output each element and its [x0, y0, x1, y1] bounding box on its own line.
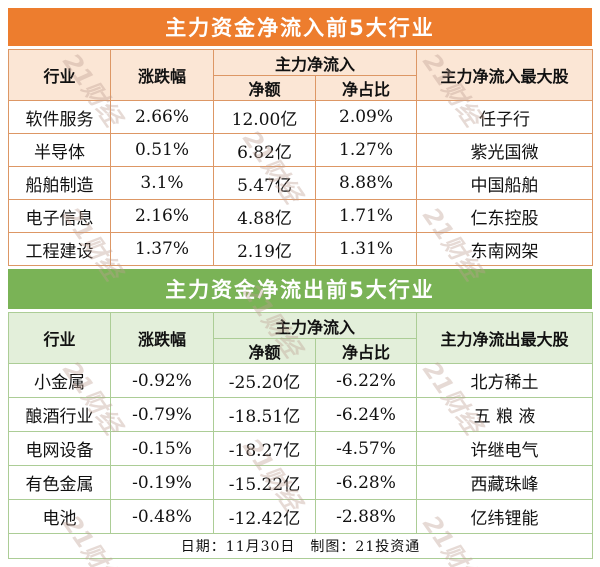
net-amount-cell: 6.82亿 — [213, 133, 316, 167]
net-inflow-group-header: 主力净流入 — [212, 312, 418, 339]
table-row: 酿酒行业 -0.79% -18.51亿 -6.24% 五 粮 液 — [8, 397, 594, 432]
change-cell: -0.79% — [110, 397, 214, 432]
net-inflow-group-header: 主力净流入 — [212, 49, 418, 76]
change-column-header: 涨跌幅 — [110, 49, 214, 101]
net-ratio-column-header: 净占比 — [314, 338, 418, 364]
top-stock-cell: 东南网架 — [416, 232, 594, 266]
net-ratio-cell: -4.57% — [314, 431, 418, 466]
top-stock-cell: 西藏珠峰 — [416, 465, 594, 500]
net-amount-cell: 5.47亿 — [213, 166, 316, 200]
change-cell: -0.48% — [110, 499, 214, 534]
net-ratio-cell: 1.71% — [314, 199, 418, 233]
net-amount-cell: -18.51亿 — [213, 397, 316, 432]
industry-cell: 工程建设 — [8, 232, 111, 266]
net-amount-cell: 4.88亿 — [213, 199, 316, 233]
change-cell: 1.37% — [110, 232, 214, 266]
industry-column-header: 行业 — [8, 312, 111, 364]
net-ratio-cell: 2.09% — [314, 100, 418, 134]
top-stock-column-header: 主力净流入最大股 — [416, 49, 594, 101]
table-row: 工程建设 1.37% 2.19亿 1.31% 东南网架 — [8, 232, 594, 266]
net-amount-cell: 12.00亿 — [213, 100, 316, 134]
industry-column-header: 行业 — [8, 49, 111, 101]
inflow-table: 行业 涨跌幅 主力净流入 主力净流入最大股 净额 净占比 软件服务 2.66% … — [8, 49, 594, 266]
net-ratio-column-header: 净占比 — [314, 75, 418, 101]
top-stock-cell: 紫光国微 — [416, 133, 594, 167]
inflow-title-banner: 主力资金净流入前5大行业 — [8, 8, 592, 46]
net-amount-cell: 2.19亿 — [213, 232, 316, 266]
industry-cell: 有色金属 — [8, 465, 111, 500]
net-ratio-cell: 8.88% — [314, 166, 418, 200]
outflow-title: 主力资金净流出前5大行业 — [165, 278, 435, 302]
table-row: 电子信息 2.16% 4.88亿 1.71% 仁东控股 — [8, 199, 594, 233]
table-row: 软件服务 2.66% 12.00亿 2.09% 任子行 — [8, 100, 594, 134]
footer-note: 日期：11月30日 制图：21投资通 — [7, 533, 594, 559]
top-stock-cell: 仁东控股 — [416, 199, 594, 233]
net-ratio-cell: -6.24% — [314, 397, 418, 432]
net-amount-cell: -15.22亿 — [213, 465, 316, 500]
table-row: 电网设备 -0.15% -18.27亿 -4.57% 许继电气 — [8, 431, 594, 466]
inflow-header-row-1: 行业 涨跌幅 主力净流入 主力净流入最大股 — [8, 49, 594, 101]
net-ratio-cell: 1.27% — [314, 133, 418, 167]
industry-cell: 酿酒行业 — [8, 397, 111, 432]
table-row: 船舶制造 3.1% 5.47亿 8.88% 中国船舶 — [8, 166, 594, 200]
industry-cell: 小金属 — [8, 363, 111, 398]
outflow-table: 行业 涨跌幅 主力净流入 主力净流出最大股 净额 净占比 小金属 -0.92% … — [7, 312, 594, 559]
change-cell: -0.92% — [110, 363, 214, 398]
top-stock-cell: 中国船舶 — [416, 166, 594, 200]
top-stock-cell: 五 粮 液 — [416, 397, 594, 432]
table-row: 有色金属 -0.19% -15.22亿 -6.28% 西藏珠峰 — [8, 465, 594, 500]
industry-cell: 电网设备 — [8, 431, 111, 466]
outflow-header-row-1: 行业 涨跌幅 主力净流入 主力净流出最大股 — [8, 312, 594, 364]
change-column-header: 涨跌幅 — [110, 312, 214, 364]
outflow-title-banner: 主力资金净流出前5大行业 — [8, 269, 592, 309]
change-cell: -0.19% — [110, 465, 214, 500]
industry-cell: 船舶制造 — [8, 166, 111, 200]
change-cell: -0.15% — [110, 431, 214, 466]
industry-cell: 电子信息 — [8, 199, 111, 233]
net-ratio-cell: -6.22% — [314, 363, 418, 398]
net-ratio-cell: 1.31% — [314, 232, 418, 266]
net-amount-column-header: 净额 — [213, 338, 316, 364]
top-stock-column-header: 主力净流出最大股 — [416, 312, 594, 364]
top-stock-cell: 许继电气 — [416, 431, 594, 466]
net-amount-column-header: 净额 — [213, 75, 316, 101]
net-amount-cell: -12.42亿 — [213, 499, 316, 534]
net-ratio-cell: -2.88% — [314, 499, 418, 534]
net-amount-cell: -25.20亿 — [213, 363, 316, 398]
industry-cell: 软件服务 — [8, 100, 111, 134]
industry-cell: 半导体 — [8, 133, 111, 167]
table-row: 小金属 -0.92% -25.20亿 -6.22% 北方稀土 — [8, 363, 594, 398]
change-cell: 3.1% — [110, 166, 214, 200]
footer-row: 日期：11月30日 制图：21投资通 — [7, 533, 594, 559]
inflow-title: 主力资金净流入前5大行业 — [165, 16, 435, 40]
table-row: 半导体 0.51% 6.82亿 1.27% 紫光国微 — [8, 133, 594, 167]
top-stock-cell: 北方稀土 — [416, 363, 594, 398]
top-stock-cell: 亿纬锂能 — [416, 499, 594, 534]
table-row: 电池 -0.48% -12.42亿 -2.88% 亿纬锂能 — [8, 499, 594, 534]
industry-cell: 电池 — [8, 499, 111, 534]
inflow-header-row-2: 净额 净占比 — [9, 75, 593, 101]
net-amount-cell: -18.27亿 — [213, 431, 316, 466]
change-cell: 0.51% — [110, 133, 214, 167]
net-ratio-cell: -6.28% — [314, 465, 418, 500]
change-cell: 2.16% — [110, 199, 214, 233]
change-cell: 2.66% — [110, 100, 214, 134]
top-stock-cell: 任子行 — [416, 100, 594, 134]
